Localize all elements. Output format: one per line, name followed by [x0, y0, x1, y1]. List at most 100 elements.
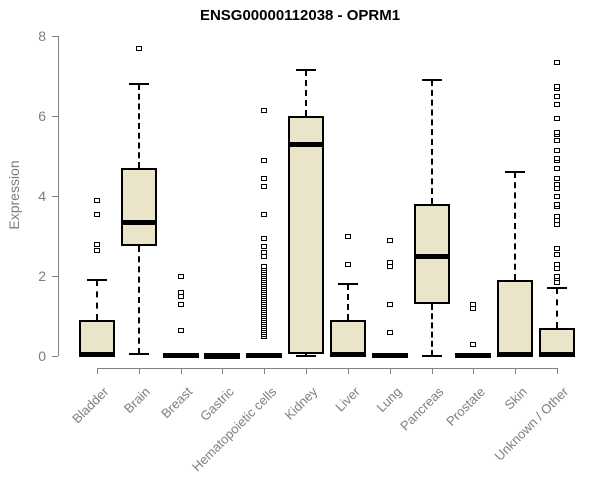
outlier-point-hematopoietic-cells — [261, 235, 268, 241]
outlier-point-hematopoietic-cells — [261, 157, 268, 163]
outlier-point-lung — [386, 259, 393, 265]
upper-whisker-kidney — [305, 70, 308, 116]
outlier-point-hematopoietic-cells — [261, 211, 268, 217]
median-line-kidney — [288, 141, 325, 147]
median-line-prostate — [455, 352, 492, 358]
outlier-point-hematopoietic-cells — [261, 183, 268, 189]
outlier-point-bladder — [94, 197, 100, 203]
outlier-point-unknown-other — [554, 245, 560, 251]
outlier-point-bladder — [94, 211, 100, 217]
y-axis-tick — [52, 36, 58, 37]
outlier-point-hematopoietic-cells — [261, 263, 268, 269]
x-tick-label-lung: Lung — [373, 384, 405, 416]
outlier-point-unknown-other — [554, 273, 560, 279]
outlier-point-hematopoietic-cells — [261, 249, 268, 255]
median-line-skin — [497, 351, 534, 357]
y-axis-tick-label: 2 — [38, 268, 46, 284]
x-tick-label-pancreas: Pancreas — [396, 384, 447, 434]
median-line-bladder — [79, 351, 115, 357]
outlier-point-brain — [135, 45, 142, 51]
outlier-point-prostate — [470, 302, 477, 308]
lower-whisker-cap-brain — [128, 353, 149, 355]
upper-whisker-cap-brain — [128, 83, 149, 85]
x-axis-tick — [222, 368, 224, 374]
outlier-point-bladder — [94, 247, 100, 253]
outlier-point-unknown-other — [554, 213, 560, 219]
x-tick-label-unknown-other: Unknown / Other — [492, 384, 572, 464]
x-tick-label-bladder: Bladder — [69, 384, 112, 427]
upper-whisker-cap-liver — [337, 283, 358, 285]
outlier-point-hematopoietic-cells — [261, 175, 268, 181]
median-line-hematopoietic-cells — [246, 352, 283, 358]
y-axis-tick — [52, 276, 58, 277]
outlier-point-unknown-other — [554, 175, 560, 181]
x-axis-tick — [264, 368, 266, 374]
lower-whisker-brain — [137, 246, 140, 354]
outlier-point-breast — [177, 273, 184, 279]
upper-whisker-unknown-other — [556, 288, 558, 328]
outlier-point-bladder — [94, 241, 100, 247]
median-line-unknown-other — [539, 351, 575, 357]
outlier-point-unknown-other — [554, 83, 560, 89]
outlier-point-prostate — [470, 341, 477, 347]
lower-whisker-cap-pancreas — [421, 355, 442, 357]
x-axis-tick — [515, 368, 517, 374]
median-line-pancreas — [413, 253, 450, 259]
x-tick-label-skin: Skin — [501, 384, 530, 413]
x-tick-label-gastric: Gastric — [197, 384, 238, 424]
chart-title: ENSG00000112038 - OPRM1 — [199, 7, 401, 24]
y-axis-tick-label: 0 — [38, 348, 46, 364]
y-axis-tick-label: 4 — [38, 188, 46, 204]
x-axis-tick — [180, 368, 182, 374]
outlier-point-unknown-other — [554, 101, 560, 107]
upper-whisker-brain — [137, 84, 140, 168]
y-axis-tick — [52, 356, 58, 357]
outlier-point-breast — [177, 301, 184, 307]
outlier-point-unknown-other — [554, 115, 560, 121]
median-line-breast — [162, 352, 199, 358]
upper-whisker-cap-unknown-other — [547, 287, 567, 289]
x-tick-label-liver: Liver — [331, 384, 363, 415]
outlier-point-unknown-other — [554, 181, 560, 187]
box-brain — [120, 168, 157, 246]
upper-whisker-liver — [346, 284, 349, 320]
box-skin — [497, 280, 534, 356]
median-line-gastric — [204, 352, 241, 358]
y-axis-tick — [52, 196, 58, 197]
x-axis-tick — [557, 368, 558, 374]
upper-whisker-pancreas — [430, 80, 433, 204]
x-axis-line — [97, 368, 557, 369]
x-axis-tick — [347, 368, 349, 374]
outlier-point-unknown-other — [554, 193, 560, 199]
outlier-point-hematopoietic-cells — [261, 243, 268, 249]
upper-whisker-cap-kidney — [296, 69, 317, 71]
x-axis-tick — [431, 368, 433, 374]
outlier-point-breast — [177, 289, 184, 295]
box-unknown-other — [539, 328, 575, 356]
upper-whisker-bladder — [96, 280, 98, 320]
x-tick-label-kidney: Kidney — [281, 384, 321, 423]
outlier-point-lung — [386, 329, 393, 335]
upper-whisker-cap-pancreas — [421, 79, 442, 81]
y-axis-line — [57, 36, 59, 356]
x-axis-tick — [97, 368, 98, 374]
outlier-point-lung — [386, 301, 393, 307]
outlier-point-hematopoietic-cells — [261, 107, 268, 113]
upper-whisker-cap-skin — [505, 171, 526, 173]
median-line-lung — [371, 352, 408, 358]
outlier-point-unknown-other — [554, 59, 560, 65]
x-tick-label-brain: Brain — [121, 384, 154, 417]
outlier-point-unknown-other — [554, 147, 560, 153]
outlier-point-liver — [344, 233, 351, 239]
outlier-point-lung — [386, 237, 393, 243]
outlier-point-unknown-other — [554, 201, 560, 207]
outlier-point-unknown-other — [554, 93, 560, 99]
outlier-point-breast — [177, 327, 184, 333]
x-tick-label-breast: Breast — [158, 384, 196, 422]
outlier-point-liver — [344, 261, 351, 267]
box-kidney — [288, 116, 325, 354]
outlier-point-unknown-other — [554, 155, 560, 161]
x-axis-tick — [306, 368, 308, 374]
upper-whisker-skin — [514, 172, 517, 280]
